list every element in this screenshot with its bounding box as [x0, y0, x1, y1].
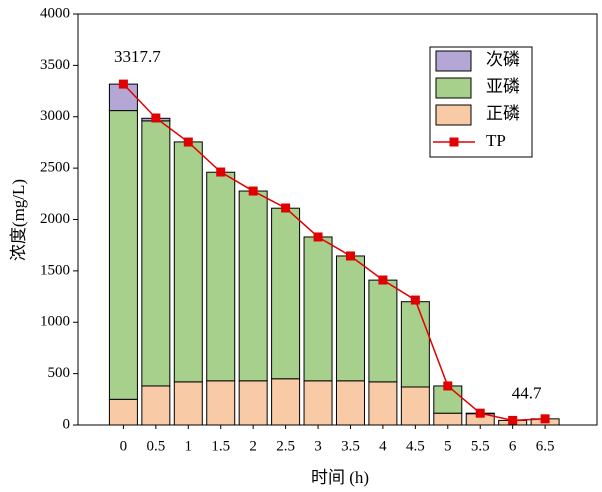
x-tick-label: 6.5 [536, 438, 555, 454]
bar-segment [141, 385, 171, 426]
tp-marker [183, 137, 193, 147]
x-tick-label: 3 [314, 438, 322, 454]
tp-marker [151, 113, 161, 123]
tp-marker [118, 79, 128, 89]
legend-swatch [435, 50, 472, 72]
bar-segment [400, 301, 430, 388]
tp-marker [216, 167, 226, 177]
data-label: 3317.7 [114, 47, 161, 66]
bar-segment [141, 120, 171, 387]
tp-marker [508, 415, 518, 425]
tp-marker [313, 232, 323, 242]
bar-segment [206, 171, 236, 382]
data-label: 44.7 [512, 383, 542, 402]
legend-label: TP [486, 131, 506, 150]
bar-segment [271, 378, 301, 426]
bar-segment [173, 381, 203, 426]
plot-frame [77, 13, 598, 426]
legend-swatch [435, 77, 472, 99]
bar-segment [108, 398, 138, 426]
tp-marker [410, 295, 420, 305]
x-tick-label: 4.5 [406, 438, 425, 454]
bar-segment [303, 236, 333, 382]
bar-segment [206, 380, 236, 426]
y-tick-label: 4000 [40, 5, 70, 21]
y-tick-label: 3500 [40, 57, 70, 73]
y-tick-label: 0 [63, 416, 71, 432]
x-tick-label: 3.5 [341, 438, 360, 454]
bar-segment [400, 386, 430, 426]
x-tick-label: 4 [379, 438, 387, 454]
tp-marker [378, 275, 388, 285]
x-tick-label: 5 [444, 438, 452, 454]
tp-marker [443, 381, 453, 391]
bar-segment [335, 380, 365, 426]
legend-label: 正磷 [486, 104, 520, 123]
y-axis-label: 浓度(mg/L) [9, 179, 28, 261]
bar-segment [433, 385, 463, 414]
tp-marker [540, 414, 550, 424]
legend-label: 亚磷 [486, 77, 520, 96]
tp-marker [281, 203, 291, 213]
x-tick-label: 1 [185, 438, 193, 454]
y-tick-label: 1500 [40, 262, 70, 278]
bar-segment [108, 110, 138, 400]
bar-segment [173, 141, 203, 383]
y-tick-label: 3000 [40, 108, 70, 124]
tp-marker [345, 251, 355, 261]
legend-swatch [435, 104, 472, 126]
bar-segment [303, 380, 333, 426]
y-tick-label: 2500 [40, 160, 70, 176]
legend-label: 次磷 [486, 50, 520, 69]
bar-segment [271, 207, 301, 380]
bar-segment [238, 190, 268, 382]
tp-line [122, 83, 546, 422]
tp-marker [475, 408, 485, 418]
x-tick-label: 0.5 [146, 438, 165, 454]
x-axis-label: 时间 (h) [311, 468, 369, 487]
y-tick-label: 2000 [40, 211, 70, 227]
y-tick-label: 500 [48, 365, 71, 381]
bar-segment [238, 380, 268, 426]
tp-marker [248, 186, 258, 196]
x-tick-label: 5.5 [471, 438, 490, 454]
x-tick-label: 2 [249, 438, 257, 454]
y-tick-label: 1000 [40, 314, 70, 330]
bar-segment [368, 381, 398, 426]
x-tick-label: 0 [120, 438, 128, 454]
x-tick-label: 6 [509, 438, 517, 454]
x-tick-label: 1.5 [211, 438, 230, 454]
bar-segment [433, 412, 463, 426]
bar-segment [368, 279, 398, 383]
legend-marker [449, 137, 459, 147]
bar-segment [335, 255, 365, 382]
x-tick-label: 2.5 [276, 438, 295, 454]
